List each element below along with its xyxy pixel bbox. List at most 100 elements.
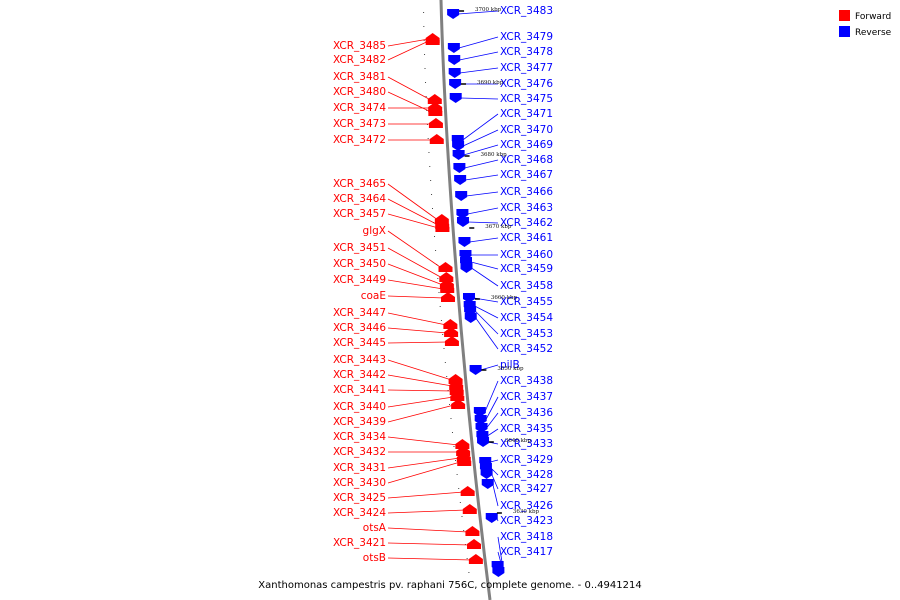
reverse-gene-connector <box>458 10 499 15</box>
forward-gene-label: XCR_3431 <box>333 462 386 474</box>
forward-gene-connector <box>387 359 452 381</box>
forward-gene-label: XCR_3430 <box>333 477 386 489</box>
minor-feature-dot <box>440 320 442 321</box>
reverse-gene-label: XCR_3475 <box>500 93 553 105</box>
reverse-gene-label: XCR_3483 <box>500 5 553 17</box>
minor-feature-dot <box>423 40 425 41</box>
forward-gene-label: XCR_3442 <box>333 369 386 381</box>
reverse-gene-connector <box>458 36 499 49</box>
reverse-gene-label: pilB <box>500 359 520 371</box>
reverse-gene-label: XCR_3452 <box>500 343 553 355</box>
reverse-gene-arrow <box>447 43 460 53</box>
forward-gene-connector <box>387 509 466 514</box>
reverse-gene-label: XCR_3417 <box>500 546 553 558</box>
reverse-gene-connector <box>490 467 499 476</box>
reverse-gene-arrow <box>473 407 486 417</box>
reverse-gene-arrow <box>456 217 469 227</box>
reverse-gene-label: XCR_3461 <box>500 232 553 244</box>
minor-feature-dot <box>442 334 444 335</box>
minor-feature-dot <box>424 68 426 69</box>
reverse-gene-arrow <box>452 150 465 160</box>
forward-gene-connector <box>387 312 447 326</box>
reverse-gene-label: XCR_3418 <box>500 531 553 543</box>
reverse-gene-connector <box>471 267 499 287</box>
reverse-gene-label: XCR_3428 <box>500 469 553 481</box>
reverse-gene-connector <box>466 191 499 197</box>
minor-feature-dot <box>437 278 439 279</box>
forward-gene-label: XCR_3465 <box>333 178 386 190</box>
forward-gene-label: XCR_3445 <box>333 337 386 349</box>
reverse-gene-connector <box>474 305 499 319</box>
reverse-gene-arrow <box>458 237 471 247</box>
minor-feature-dot <box>431 194 433 195</box>
forward-gene-label: XCR_3449 <box>333 274 386 286</box>
legend-reverse-label: Reverse <box>855 28 892 38</box>
minor-feature-dot <box>438 292 440 293</box>
reverse-gene-arrow <box>481 479 494 489</box>
reverse-gene-connector <box>460 97 499 100</box>
forward-gene-connector <box>387 91 432 113</box>
reverse-gene-label: XCR_3435 <box>500 423 553 435</box>
reverse-gene-connector <box>480 364 499 371</box>
minor-feature-dot <box>425 82 427 83</box>
forward-gene-label: XCR_3451 <box>333 242 386 254</box>
reverse-gene-connector <box>462 113 499 141</box>
reverse-gene-connector <box>474 310 499 335</box>
reverse-gene-arrow <box>462 293 475 303</box>
forward-gene-arrow <box>455 439 470 449</box>
forward-gene-label: XCR_3441 <box>333 384 386 396</box>
minor-feature-dot <box>468 572 470 573</box>
scale-tick-label: 3660 kbp <box>491 295 518 301</box>
minor-feature-dot <box>447 390 449 391</box>
forward-gene-arrow <box>462 504 477 514</box>
forward-gene-label: XCR_3432 <box>333 446 386 458</box>
minor-feature-dot <box>426 124 428 125</box>
minor-feature-dot <box>466 558 468 559</box>
forward-gene-connector <box>387 183 439 221</box>
reverse-gene-label: XCR_3476 <box>500 78 553 90</box>
reverse-gene-connector <box>475 317 499 350</box>
reverse-gene-arrow <box>448 55 461 65</box>
minor-feature-dot <box>461 516 463 517</box>
reverse-gene-arrow <box>464 313 477 323</box>
legend: Forward Reverse <box>839 10 892 38</box>
reverse-gene-connector <box>492 483 499 507</box>
forward-gene-arrow <box>456 446 471 456</box>
reverse-gene-label: XCR_3453 <box>500 328 553 340</box>
forward-gene-arrow <box>449 385 464 395</box>
forward-gene-connector <box>387 404 455 423</box>
forward-gene-label: XCR_3481 <box>333 71 386 83</box>
minor-feature-dot <box>446 376 448 377</box>
scale-tick-label: 3670 kbp <box>485 224 512 230</box>
scale-tick-label: 3640 kbp <box>505 438 532 444</box>
forward-gene-connector <box>387 491 464 499</box>
reverse-gene-connector <box>486 412 499 429</box>
reverse-gene-connector <box>497 536 504 567</box>
forward-gene-connector <box>387 327 448 334</box>
forward-gene-connector <box>387 396 454 408</box>
forward-gene-connector <box>387 76 431 101</box>
reverse-gene-label: XCR_3478 <box>500 46 553 58</box>
minor-feature-dot <box>459 502 461 503</box>
reverse-gene-label: XCR_3437 <box>500 391 553 403</box>
reverse-gene-arrow <box>485 513 498 523</box>
minor-feature-dot <box>455 460 457 461</box>
minor-feature-dot <box>458 488 460 489</box>
forward-gene-connector <box>387 542 471 546</box>
forward-gene-label: otsB <box>363 552 386 564</box>
reverse-gene-connector <box>491 473 499 490</box>
minor-feature-dot <box>423 12 425 13</box>
reverse-gene-label: XCR_3429 <box>500 454 553 466</box>
reverse-gene-connector <box>465 174 499 181</box>
forward-gene-label: XCR_3439 <box>333 416 386 428</box>
forward-gene-connector <box>387 527 469 533</box>
reverse-gene-arrow <box>453 163 466 173</box>
forward-gene-label: XCR_3424 <box>333 507 386 519</box>
forward-gene-label: XCR_3421 <box>333 537 386 549</box>
forward-gene-arrow <box>467 539 482 549</box>
forward-gene-label: XCR_3457 <box>333 208 386 220</box>
reverse-gene-arrow <box>452 141 465 151</box>
reverse-gene-label: XCR_3460 <box>500 249 553 261</box>
reverse-gene-label: XCR_3479 <box>500 31 553 43</box>
